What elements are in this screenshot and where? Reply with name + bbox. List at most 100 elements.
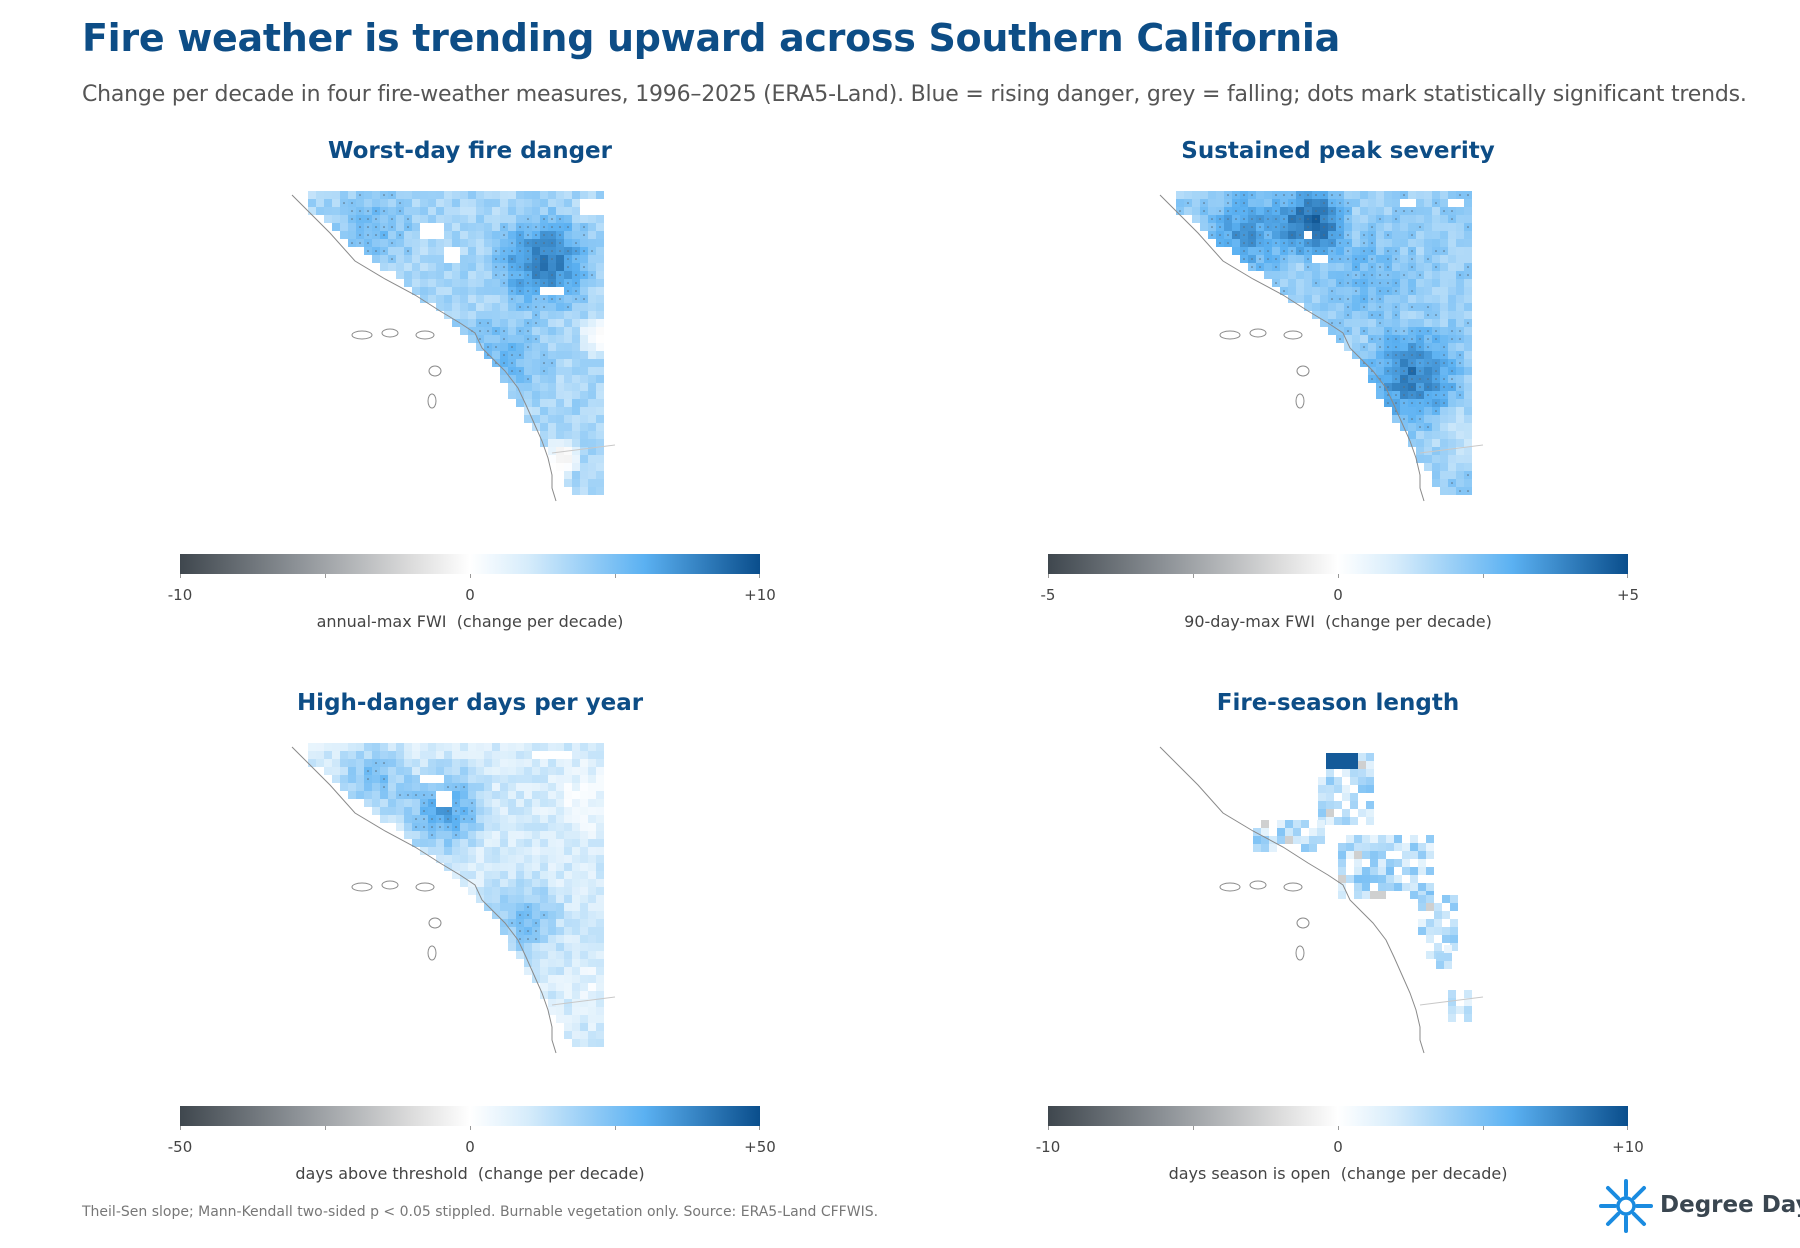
heatmap-cell	[1296, 199, 1304, 207]
stipple-dot	[1371, 258, 1373, 260]
stipple-dot	[1435, 338, 1437, 340]
stipple-dot	[527, 938, 529, 940]
stipple-dot	[367, 778, 369, 780]
heatmap-cell	[516, 191, 524, 199]
stipple-dot	[543, 258, 545, 260]
heatmap-cell	[476, 863, 484, 871]
stipple-dot	[503, 274, 505, 276]
stipple-dot	[519, 330, 521, 332]
heatmap-cell	[508, 759, 516, 767]
heatmap-cell	[356, 767, 364, 775]
heatmap-cell	[556, 975, 564, 983]
heatmap-cell	[524, 943, 532, 951]
heatmap-cell	[1368, 303, 1376, 311]
heatmap-cell	[500, 775, 508, 783]
heatmap-cell	[556, 759, 564, 767]
heatmap-cell	[564, 311, 572, 319]
heatmap-cell	[524, 847, 532, 855]
heatmap-cell	[1352, 199, 1360, 207]
heatmap-cell	[540, 879, 548, 887]
heatmap-cell	[1456, 471, 1464, 479]
heatmap-cell	[572, 863, 580, 871]
heatmap-cell	[1285, 828, 1293, 836]
heatmap-cell	[452, 767, 460, 775]
heatmap-cell	[1408, 423, 1416, 431]
stipple-dot	[1387, 386, 1389, 388]
stipple-dot	[1411, 394, 1413, 396]
heatmap-cell	[460, 263, 468, 271]
heatmap-cell	[436, 271, 444, 279]
heatmap-cell	[556, 351, 564, 359]
heatmap-cell	[460, 287, 468, 295]
stipple-dot	[1371, 274, 1373, 276]
stipple-dot	[1267, 250, 1269, 252]
heatmap-cell	[484, 239, 492, 247]
stipple-dot	[583, 274, 585, 276]
heatmap-cell	[524, 815, 532, 823]
stipple-dot	[1267, 234, 1269, 236]
heatmap-cell	[420, 847, 428, 855]
heatmap-cell	[516, 823, 524, 831]
heatmap-cell	[548, 887, 556, 895]
heatmap-cell	[588, 335, 596, 343]
heatmap-cell	[580, 375, 588, 383]
heatmap-cell	[1424, 319, 1432, 327]
heatmap-cell	[412, 759, 420, 767]
stipple-dot	[359, 226, 361, 228]
stipple-dot	[375, 250, 377, 252]
heatmap-cell	[388, 231, 396, 239]
heatmap-cell	[1432, 231, 1440, 239]
heatmap-cell	[1408, 271, 1416, 279]
heatmap-cell	[492, 799, 500, 807]
stipple-dot	[1315, 210, 1317, 212]
heatmap-cell	[572, 847, 580, 855]
heatmap-cell	[1432, 351, 1440, 359]
heatmap-cell	[556, 447, 564, 455]
colorbar-tick	[1048, 1126, 1049, 1130]
heatmap-cell	[1232, 239, 1240, 247]
heatmap-cell	[420, 263, 428, 271]
heatmap-cell	[500, 767, 508, 775]
heatmap-cell	[444, 839, 452, 847]
heatmap-cell	[1448, 191, 1456, 199]
heatmap-cell	[1248, 199, 1256, 207]
heatmap-cell	[500, 743, 508, 751]
heatmap-cell	[1350, 793, 1358, 801]
heatmap-cell	[1432, 207, 1440, 215]
heatmap-cell	[580, 351, 588, 359]
heatmap-cell	[348, 191, 356, 199]
heatmap-cell	[412, 767, 420, 775]
heatmap-cell	[380, 751, 388, 759]
heatmap-cell	[500, 807, 508, 815]
heatmap-cell	[588, 303, 596, 311]
colorbar-zero-label: 0	[465, 586, 475, 604]
heatmap-cell	[452, 263, 460, 271]
heatmap-cell	[468, 767, 476, 775]
heatmap-cell	[372, 751, 380, 759]
stipple-dot	[1307, 202, 1309, 204]
heatmap-cell	[1384, 215, 1392, 223]
heatmap-cell	[1416, 239, 1424, 247]
heatmap-cell	[1434, 919, 1442, 927]
heatmap-cell	[588, 375, 596, 383]
stipple-dot	[1331, 226, 1333, 228]
stipple-dot	[527, 290, 529, 292]
heatmap-cell	[476, 887, 484, 895]
colorbar-tick	[180, 574, 181, 578]
colorbar-zero-label: 0	[1333, 586, 1343, 604]
heatmap-cell	[508, 847, 516, 855]
stipple-dot	[1427, 386, 1429, 388]
heatmap-cell	[1334, 761, 1342, 769]
heatmap-cell	[1261, 836, 1269, 844]
stipple-dot	[399, 794, 401, 796]
heatmap-cell	[564, 983, 572, 991]
heatmap-cell	[420, 783, 428, 791]
heatmap-cell	[516, 783, 524, 791]
heatmap-cell	[484, 863, 492, 871]
heatmap-cell	[1318, 777, 1326, 785]
heatmap-cell	[1456, 423, 1464, 431]
heatmap-cell	[1342, 753, 1350, 761]
heatmap-cell	[468, 223, 476, 231]
heatmap-cell	[548, 927, 556, 935]
colorbar: -10 0 +10 annual-max FWI (change per dec…	[168, 554, 776, 631]
